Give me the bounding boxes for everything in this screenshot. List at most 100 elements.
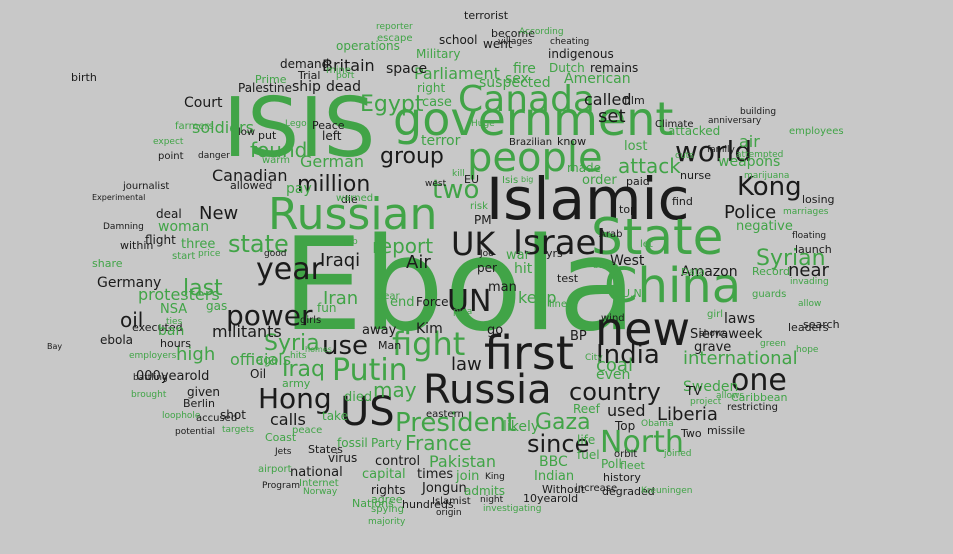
cloud-word: admits: [464, 484, 505, 498]
cloud-word: fuel: [577, 448, 600, 462]
cloud-word: keep: [518, 288, 557, 307]
cloud-word: Man: [378, 339, 402, 352]
cloud-word: use: [322, 331, 369, 361]
cloud-word: Putin: [332, 353, 408, 388]
cloud-word: year: [256, 252, 323, 287]
cloud-word: degraded: [602, 485, 655, 498]
cloud-word: rights: [371, 483, 406, 497]
cloud-word: missile: [707, 424, 746, 437]
cloud-word: Syrian: [756, 246, 826, 271]
cloud-word: army: [282, 377, 311, 390]
cloud-word: PM: [474, 213, 492, 227]
cloud-word: Police: [724, 202, 777, 223]
cloud-word: bans: [593, 261, 615, 271]
cloud-word: remains: [590, 61, 639, 75]
cloud-word: origin: [436, 508, 462, 518]
cloud-word: girls: [300, 315, 322, 326]
cloud-word: King: [485, 472, 505, 482]
cloud-word: flight: [145, 233, 176, 247]
cloud-word: since: [527, 430, 590, 458]
cloud-word: three: [181, 237, 216, 252]
cloud-word: clear: [375, 291, 400, 302]
cloud-word: officials: [230, 350, 292, 369]
cloud-word: last: [183, 276, 223, 301]
cloud-word: Kreuningen: [641, 486, 693, 496]
cloud-word: national: [290, 465, 343, 480]
cloud-word: building: [740, 107, 777, 117]
cloud-word: allow: [798, 299, 822, 309]
cloud-word: people: [467, 135, 603, 181]
cloud-word: marriages: [783, 207, 829, 217]
cloud-word: ISIS: [223, 81, 376, 176]
cloud-word: may: [373, 378, 417, 402]
cloud-word: hope: [796, 345, 819, 355]
cloud-word: project: [690, 397, 722, 407]
cloud-word: Liberia: [657, 404, 718, 425]
cloud-word: fight: [392, 325, 466, 363]
cloud-word: joined: [664, 449, 692, 459]
cloud-word: paid: [626, 175, 650, 188]
cloud-word: become: [491, 27, 536, 40]
cloud-word: danger: [198, 151, 230, 161]
cloud-word: Coast: [265, 431, 297, 444]
cloud-word: set: [598, 106, 626, 127]
cloud-word: leaders: [788, 321, 829, 334]
cloud-word: NSA: [160, 302, 188, 317]
cloud-word: yrs: [546, 247, 563, 260]
cloud-word: Ebola: [282, 211, 637, 360]
cloud-word: Pakistan: [429, 452, 496, 471]
cloud-word: India: [596, 340, 660, 370]
cloud-word: negative: [736, 219, 793, 234]
cloud-word: country: [569, 378, 661, 406]
cloud-word: Damning: [103, 222, 144, 232]
cloud-word: President: [395, 408, 517, 438]
cloud-word: died: [344, 390, 373, 405]
cloud-word: times: [417, 467, 454, 482]
cloud-word: end: [390, 295, 415, 310]
cloud-word: Record: [752, 265, 791, 278]
cloud-word: ship: [292, 79, 321, 95]
cloud-word: brought: [131, 390, 167, 400]
cloud-word: hit: [514, 261, 533, 277]
cloud-word: guards: [752, 289, 787, 300]
cloud-word: hits: [290, 351, 307, 361]
cloud-word: Arab: [599, 229, 623, 240]
cloud-word: farmers: [175, 121, 214, 132]
cloud-word: launch: [795, 243, 832, 256]
cloud-word: France: [405, 431, 472, 455]
cloud-word: Party: [371, 436, 402, 450]
cloud-word: soldiers: [192, 118, 254, 137]
cloud-word: employees: [789, 126, 844, 137]
cloud-word: two: [432, 175, 480, 205]
cloud-word: employers: [129, 351, 177, 361]
cloud-word: invading: [790, 277, 829, 287]
cloud-word: accused: [196, 413, 238, 424]
cloud-word: wind: [601, 313, 625, 324]
cloud-word: Germany: [97, 275, 162, 291]
cloud-word: near: [788, 260, 829, 281]
cloud-word: Trial: [298, 69, 321, 82]
cloud-word: Britain: [322, 56, 375, 75]
cloud-word: one: [731, 363, 787, 398]
cloud-word: TV: [686, 384, 702, 398]
cloud-word: likely: [503, 419, 540, 435]
cloud-word: per: [477, 261, 497, 275]
cloud-word: know: [557, 135, 587, 148]
cloud-word: Huge: [471, 119, 495, 129]
cloud-word: State: [591, 208, 724, 266]
cloud-word: Nations: [352, 497, 394, 510]
cloud-word: battling: [133, 373, 168, 383]
cloud-word: EU: [464, 173, 480, 186]
cloud-word: Top: [615, 419, 636, 433]
cloud-word: start: [172, 251, 196, 262]
cloud-word: Iraq: [282, 357, 325, 382]
cloud-word: west: [425, 179, 447, 189]
cloud-word: group: [380, 144, 444, 169]
cloud-word: China: [604, 258, 742, 314]
cloud-word: Two: [681, 427, 702, 440]
cloud-word: test: [557, 272, 579, 285]
cloud-word: lost: [624, 139, 648, 154]
cloud-word: loophole: [162, 411, 201, 421]
cloud-word: potential: [175, 427, 216, 437]
cloud-word: Egypt: [360, 92, 424, 117]
